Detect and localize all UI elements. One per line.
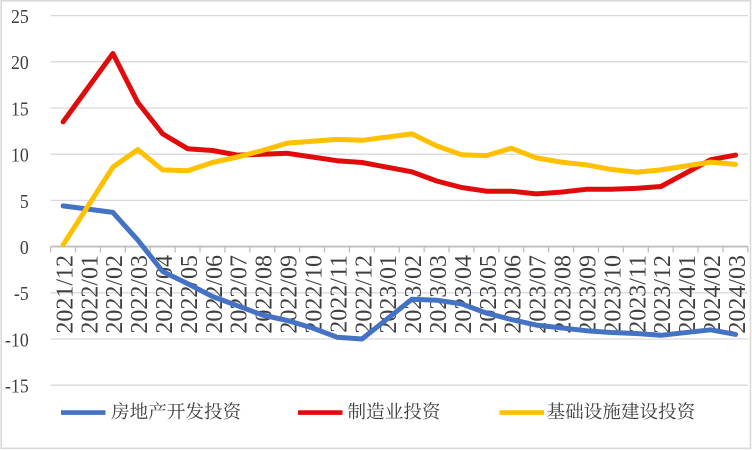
x-axis-label: 2022/03	[127, 255, 153, 334]
y-axis-label: 15	[11, 98, 29, 120]
series-line-infrastructure-construction-investment	[60, 131, 739, 248]
x-axis-label: 2023/09	[575, 255, 601, 334]
y-axis-label: -10	[5, 329, 29, 351]
x-axis-label: 2022/12	[351, 255, 377, 334]
legend-item-infrastructure-construction-investment: 基础设施建设投资	[499, 402, 695, 420]
x-axis-label: 2023/01	[376, 255, 402, 334]
x-axis-label: 2023/02	[401, 255, 427, 334]
x-axis-label: 2023/03	[426, 255, 452, 334]
x-axis-label: 2023/11	[625, 255, 651, 333]
x-axis-label: 2022/10	[301, 255, 327, 334]
x-axis-label: 2024/02	[700, 255, 726, 334]
x-axis-label: 2022/08	[252, 255, 278, 334]
x-axis-label: 2023/08	[551, 255, 577, 334]
gridlines	[50, 14, 748, 386]
x-axis-labels: 2021/122022/012022/022022/032022/042022/…	[52, 255, 750, 334]
x-axis-label: 2022/01	[77, 255, 103, 334]
x-axis-label: 2023/07	[526, 255, 552, 334]
x-axis-label: 2023/04	[451, 255, 477, 334]
y-axis-label: 25	[11, 6, 29, 28]
x-axis-label: 2023/10	[600, 255, 626, 334]
x-axis	[49, 246, 749, 253]
x-axis-label: 2022/02	[102, 255, 128, 334]
legend-item-real-estate-development-investment: 房地产开发投资	[61, 402, 241, 420]
x-axis-label: 2022/11	[326, 255, 352, 333]
x-axis-label: 2024/03	[725, 255, 751, 334]
x-axis-label: 2022/05	[177, 255, 203, 334]
series-line-manufacturing-investment	[60, 51, 739, 197]
series-lines	[60, 51, 739, 342]
x-axis-label: 2021/12	[52, 255, 78, 334]
x-axis-label: 2023/05	[476, 255, 502, 334]
y-axis-label: 5	[20, 191, 29, 213]
legend: 房地产开发投资 制造业投资 基础设施建设投资	[61, 402, 695, 420]
x-axis-label: 2023/12	[650, 255, 676, 334]
series-line-real-estate-development-investment	[60, 203, 739, 342]
x-axis-label: 2022/07	[227, 255, 253, 334]
y-axis-label: 20	[11, 52, 29, 74]
x-axis-label: 2022/04	[152, 255, 178, 334]
y-axis-label: 10	[11, 145, 29, 167]
legend-item-manufacturing-investment: 制造业投资	[298, 402, 440, 420]
y-axis-label: -5	[14, 283, 29, 305]
x-axis-label: 2024/01	[675, 255, 701, 334]
y-axis-labels: 25 20 15 10 5 0 -5 -10 -15	[5, 6, 29, 398]
y-axis-label: 0	[20, 237, 29, 259]
y-axis-label: -15	[5, 376, 29, 398]
